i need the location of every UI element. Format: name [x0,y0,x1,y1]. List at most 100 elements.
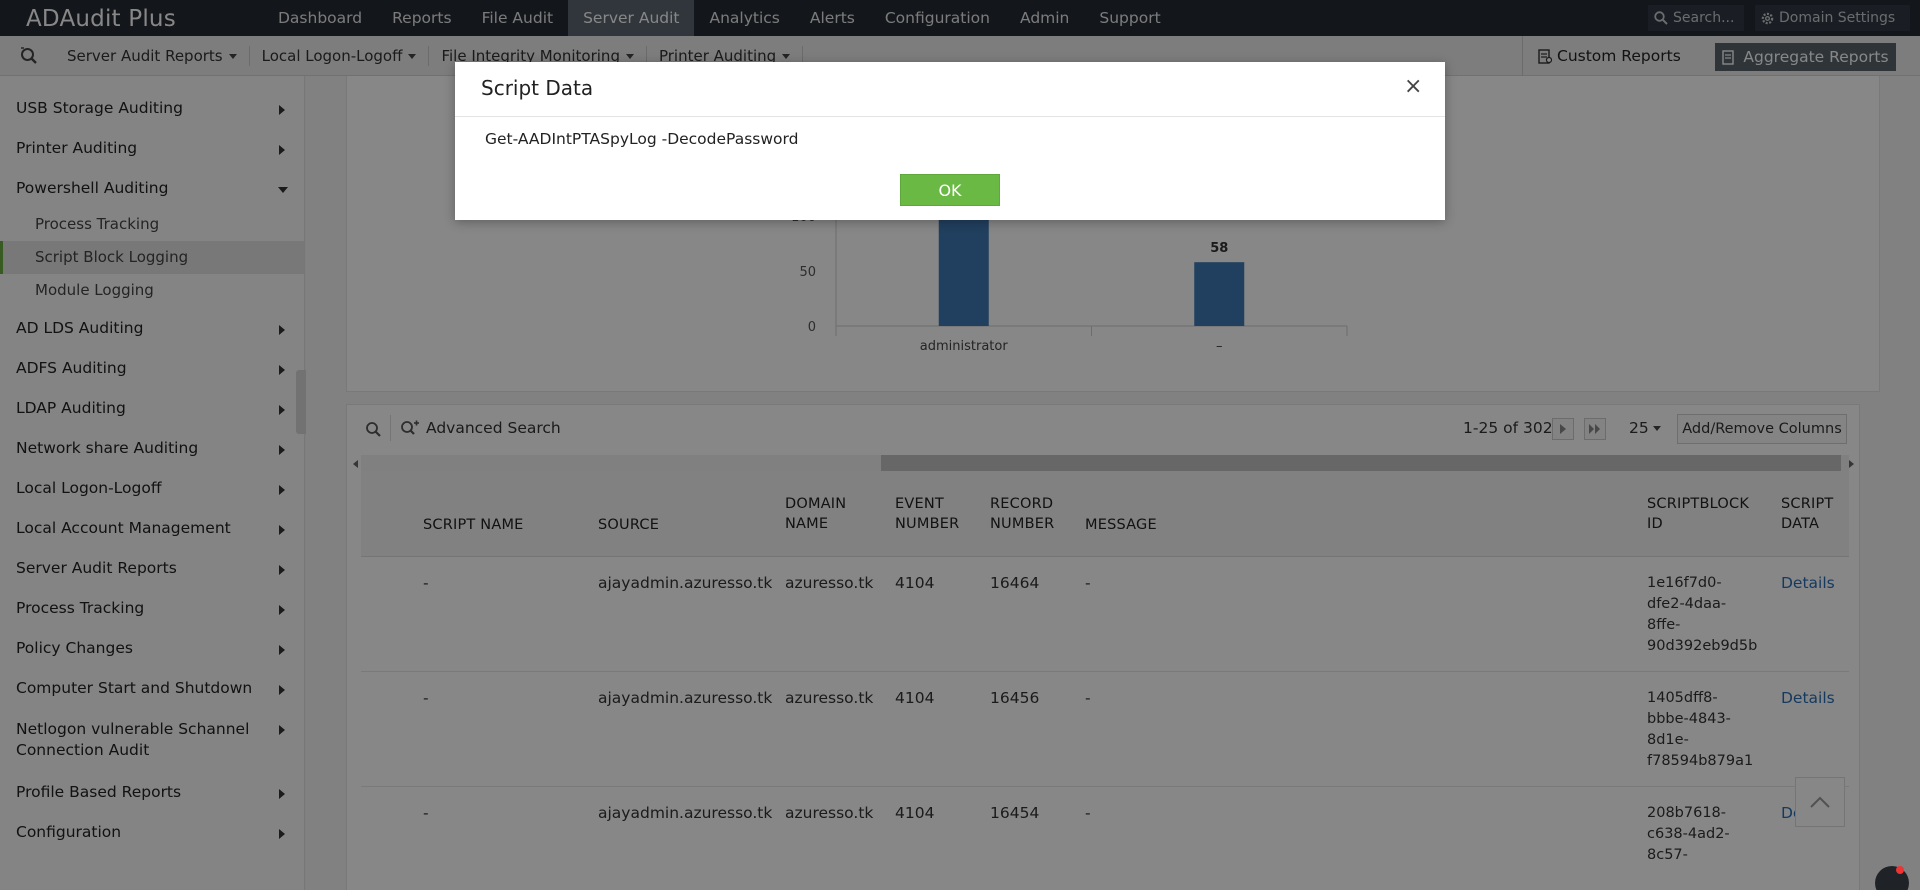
search-icon[interactable] [365,421,383,437]
cell-event-number: 4104 [895,689,935,707]
col-header-domain-name[interactable]: DOMAIN NAME [785,494,846,534]
sidebar-item-policy-changes[interactable]: Policy Changes [0,639,304,657]
cell-event-number: 4104 [895,804,935,822]
subnav-label: Server Audit Reports [67,47,223,65]
bar [1194,262,1245,326]
cell-domain: azuresso.tk [785,689,874,707]
x-tick-label: – [1216,339,1223,354]
aggregate-reports-button[interactable]: Aggregate Reports [1715,43,1896,71]
sidebar-collapse-handle[interactable] [296,370,306,434]
nav-admin[interactable]: Admin [1019,9,1070,27]
col-header-label: NUMBER [990,516,1055,532]
col-header-message[interactable]: MESSAGE [1085,515,1157,535]
dialog-title: Script Data [481,76,594,100]
ok-button[interactable]: OK [900,174,1000,206]
sidebar-item-ldap-auditing[interactable]: LDAP Auditing [0,399,304,417]
chevron-right-icon [279,485,285,495]
sidebar-item-local-logon-logoff[interactable]: Local Logon-Logoff [0,479,304,497]
subnav-local-logon-logoff[interactable]: Local Logon-Logoff [250,46,430,66]
nav-reports[interactable]: Reports [392,9,452,27]
col-header-label: RECORD [990,496,1054,512]
search-icon[interactable] [20,47,38,65]
nav-server-audit[interactable]: Server Audit [568,0,695,36]
sidebar-subitem-script-block-logging[interactable]: Script Block Logging [0,241,304,274]
sidebar-item-network-share-auditing[interactable]: Network share Auditing [0,439,304,457]
details-link[interactable]: Details [1781,689,1835,707]
advanced-search-label: Advanced Search [426,419,561,437]
cell-scriptblock-id: 1e16f7d0- dfe2-4daa- 8ffe- 90d392eb9d5b [1647,573,1757,657]
id-line: 208b7618- [1647,805,1727,821]
sidebar-item-powershell-auditing[interactable]: Powershell Auditing [0,179,304,197]
col-header-label: DATA [1781,516,1820,532]
col-header-source[interactable]: SOURCE [598,515,659,535]
caret-down-icon [228,53,237,59]
nav-support[interactable]: Support [1099,9,1161,27]
id-line: 1e16f7d0- [1647,575,1722,591]
sidebar-item-local-account-management[interactable]: Local Account Management [0,519,304,537]
domain-settings-button[interactable]: Domain Settings [1755,5,1910,31]
cell-message: - [1085,574,1091,592]
caret-down-icon [625,53,634,59]
advanced-search-button[interactable]: Advanced Search [400,405,561,451]
col-header-script-name[interactable]: SCRIPT NAME [423,515,524,535]
sidebar-subitem-module-logging[interactable]: Module Logging [35,281,154,299]
sidebar-item-netlogon-schannel-audit[interactable]: Netlogon vulnerable Schannel Connection … [0,719,285,761]
cell-record-number: 16464 [990,574,1040,592]
sidebar-subitem-process-tracking[interactable]: Process Tracking [35,215,160,233]
chevron-right-icon [279,145,285,155]
col-header-label: EVENT [895,496,944,512]
sidebar-item-ad-lds-auditing[interactable]: AD LDS Auditing [0,319,304,337]
horizontal-scrollbar[interactable] [361,455,1849,471]
custom-reports-button[interactable]: Custom Reports [1522,36,1696,76]
subnav-printer-auditing[interactable]: Printer Auditing [647,46,804,66]
scrollbar-thumb[interactable] [881,455,1841,471]
grid-toolbar: Advanced Search 1-25 of 302 25 Add/Remov… [347,405,1861,451]
x-tick-label: administrator [920,339,1009,354]
sidebar-item-label: Powershell Auditing [16,179,169,197]
sidebar-item-printer-auditing[interactable]: Printer Auditing [0,139,304,157]
sidebar-item-process-tracking[interactable]: Process Tracking [0,599,304,617]
search-icon [1654,11,1668,25]
double-chevron-right-icon [1589,424,1600,434]
scroll-to-top-button[interactable] [1795,777,1845,827]
nav-dashboard[interactable]: Dashboard [278,9,363,27]
aggregate-reports-label: Aggregate Reports [1743,48,1889,66]
sidebar-item-adfs-auditing[interactable]: ADFS Auditing [0,359,304,377]
nav-analytics[interactable]: Analytics [709,9,780,27]
close-icon[interactable]: × [1404,74,1423,99]
subnav-file-integrity-monitoring[interactable]: File Integrity Monitoring [429,46,647,66]
col-header-script-data[interactable]: SCRIPT DATA [1781,494,1833,534]
toolbar-divider [390,415,391,441]
nav-file-audit[interactable]: File Audit [481,9,554,27]
nav-configuration[interactable]: Configuration [884,9,990,27]
sidebar-item-label: Netlogon vulnerable Schannel Connection … [16,720,250,759]
nav-alerts[interactable]: Alerts [809,9,855,27]
scroll-left-arrow[interactable] [353,460,358,468]
cell-source: ajayadmin.azuresso.tk [598,689,773,707]
sidebar-item-label: Local Account Management [16,519,231,537]
next-page-button[interactable] [1552,418,1574,440]
id-line: 8c57- [1647,847,1688,863]
subnav-server-audit-reports[interactable]: Server Audit Reports [55,46,250,66]
subnav-label: Printer Auditing [658,47,777,65]
caret-down-icon [408,53,417,59]
last-page-button[interactable] [1584,418,1606,440]
app-logo[interactable]: ADAudit Plus [26,6,176,32]
table-row: - ajayadmin.azuresso.tk azuresso.tk 4104… [361,672,1849,787]
global-search[interactable]: Search... [1648,5,1744,31]
col-header-record-number[interactable]: RECORD NUMBER [990,494,1054,534]
chevron-right-icon [1560,424,1566,434]
scroll-right-arrow[interactable] [1849,460,1854,468]
sidebar-item-profile-based-reports[interactable]: Profile Based Reports [0,783,304,801]
sidebar-item-configuration[interactable]: Configuration [0,823,304,841]
col-header-event-number[interactable]: EVENT NUMBER [895,494,959,534]
page-size-select[interactable]: 25 [1629,405,1661,451]
details-link[interactable]: Details [1781,574,1835,592]
sidebar-item-server-audit-reports[interactable]: Server Audit Reports [0,559,304,577]
sidebar-item-computer-start-shutdown[interactable]: Computer Start and Shutdown [0,679,304,697]
col-header-scriptblock-id[interactable]: SCRIPTBLOCK ID [1647,494,1749,534]
sidebar-item-usb-storage-auditing[interactable]: USB Storage Auditing [0,99,304,117]
add-remove-columns-button[interactable]: Add/Remove Columns [1677,414,1847,444]
y-tick-label: 50 [799,265,816,280]
chevron-right-icon [279,405,285,415]
